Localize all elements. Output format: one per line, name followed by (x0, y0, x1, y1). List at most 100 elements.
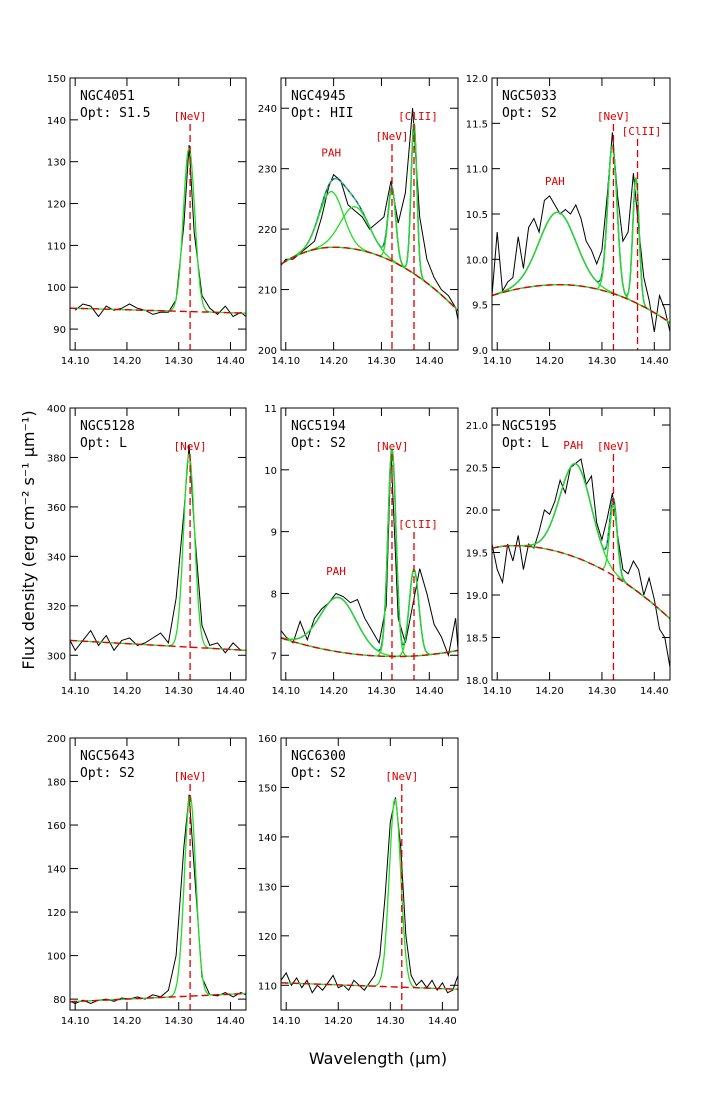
panel-ngc6300: [NeV] 14.10 14.20 14.30 14.40 110 120 130 140 150… (258, 734, 459, 1027)
x-tick-label: 14.30 (164, 686, 193, 697)
galaxy-name: NGC5128 (80, 419, 135, 434)
observed-spectrum (492, 458, 670, 668)
x-tick-label: 14.20 (324, 1016, 353, 1027)
galaxy-name: NGC5033 (502, 89, 557, 104)
plot-area (281, 797, 458, 994)
optical-class: Opt: HII (291, 106, 354, 121)
observed-spectrum (70, 445, 246, 654)
y-tick-label: 320 (47, 602, 66, 613)
panels-group: [NeV] 14.10 14.20 14.30 14.40 90 100 110 120 130 1… (47, 74, 671, 1027)
nev-label: [NeV] (174, 440, 207, 453)
y-tick-label: 11.5 (466, 119, 488, 130)
panel-ngc4945: PAH [NeV] [ClII] 14.10 14.20 14.30 14.40 200 210… (258, 77, 459, 367)
y-tick-label: 120 (47, 908, 66, 919)
y-tick-label: 20.0 (466, 506, 488, 517)
nev-label: [NeV] (174, 770, 207, 783)
y-tick-label: 21.0 (466, 421, 488, 432)
optical-class: Opt: S1.5 (80, 106, 150, 121)
y-tick-label: 230 (258, 165, 277, 176)
x-tick-label: 14.30 (164, 356, 193, 367)
y-tick-label: 180 (47, 778, 66, 789)
panel-frame (280, 407, 459, 681)
y-tick-label: 140 (47, 865, 66, 876)
galaxy-name: NGC6300 (291, 749, 346, 764)
continuum-fit (70, 307, 246, 314)
y-tick-label: 8 (271, 589, 277, 600)
y-tick-label: 90 (53, 325, 66, 336)
panel-frame (69, 737, 247, 1011)
x-tick-label: 14.30 (588, 686, 617, 697)
continuum-fit (281, 637, 458, 658)
y-tick-label: 140 (47, 116, 66, 127)
x-tick-label: 14.30 (376, 1016, 405, 1027)
continuum-fit (492, 284, 670, 324)
plot-area (70, 144, 246, 318)
observed-spectrum (74, 144, 246, 318)
fit-component-3 (492, 177, 670, 324)
y-axis-title: Flux density (erg cm⁻² s⁻¹ μm⁻¹) (19, 410, 38, 669)
y-tick-label: 160 (47, 821, 66, 832)
y-tick-label: 18.0 (466, 676, 488, 687)
y-tick-label: 10 (264, 466, 277, 477)
y-tick-label: 200 (258, 346, 277, 357)
total-fit (281, 122, 458, 312)
x-tick-label: 14.40 (640, 686, 669, 697)
y-tick-label: 140 (258, 833, 277, 844)
y-tick-label: 7 (271, 651, 277, 662)
x-tick-label: 14.10 (61, 1016, 90, 1027)
nev-label: [NeV] (375, 440, 408, 453)
x-tick-label: 14.30 (164, 1016, 193, 1027)
x-tick-label: 14.20 (535, 686, 564, 697)
x-tick-label: 14.10 (271, 356, 300, 367)
nev-label: [NeV] (597, 110, 630, 123)
y-tick-label: 9.0 (472, 346, 488, 357)
continuum-fit (70, 992, 246, 1003)
x-tick-label: 14.20 (113, 1016, 142, 1027)
y-tick-label: 11 (264, 404, 277, 415)
x-tick-label: 14.40 (216, 1016, 245, 1027)
y-tick-label: 9.5 (472, 301, 488, 312)
x-tick-label: 14.40 (415, 356, 444, 367)
panel-ngc5194: PAH [NeV] [ClII] 14.10 14.20 14.30 14.40 7 8 9 10 1… (264, 404, 459, 697)
continuum-fit (281, 246, 458, 312)
y-tick-label: 120 (258, 932, 277, 943)
x-tick-label: 14.40 (216, 356, 245, 367)
y-tick-label: 220 (258, 225, 277, 236)
x-tick-label: 14.30 (367, 356, 396, 367)
y-tick-label: 120 (47, 200, 66, 211)
continuum-fit (281, 982, 458, 990)
plot-area (281, 108, 458, 320)
y-tick-label: 11.0 (466, 165, 488, 176)
y-tick-label: 9 (271, 528, 277, 539)
panel-frame (280, 737, 459, 1011)
galaxy-name: NGC5195 (502, 419, 557, 434)
x-tick-label: 14.10 (483, 356, 512, 367)
panel-ngc5128: [NeV] 14.10 14.20 14.30 14.40 300 320 340 360 380… (47, 404, 247, 697)
total-fit-overlay (281, 448, 458, 655)
nev-label: [NeV] (385, 770, 418, 783)
observed-spectrum (281, 451, 458, 658)
y-tick-label: 10.5 (466, 210, 488, 221)
fit-component-2 (281, 449, 458, 657)
observed-spectrum (281, 797, 458, 994)
y-tick-label: 300 (47, 651, 66, 662)
y-tick-label: 100 (47, 283, 66, 294)
plot-area (492, 458, 670, 668)
total-fit-overlay (281, 122, 458, 312)
galaxy-name: NGC5194 (291, 419, 346, 434)
x-tick-label: 14.40 (640, 356, 669, 367)
pah-label: PAH (321, 147, 341, 160)
panel-frame (280, 77, 459, 351)
y-tick-label: 80 (53, 995, 66, 1006)
observed-spectrum (70, 794, 246, 1005)
optical-class: Opt: S2 (80, 766, 135, 781)
galaxy-name: NGC4051 (80, 89, 135, 104)
y-tick-label: 150 (47, 74, 66, 85)
fit-component-1 (281, 798, 458, 990)
pah-label: PAH (545, 175, 565, 188)
y-tick-label: 110 (258, 981, 277, 992)
galaxy-name: NGC5643 (80, 749, 135, 764)
optical-class: Opt: S2 (502, 106, 557, 121)
x-tick-label: 14.20 (535, 356, 564, 367)
